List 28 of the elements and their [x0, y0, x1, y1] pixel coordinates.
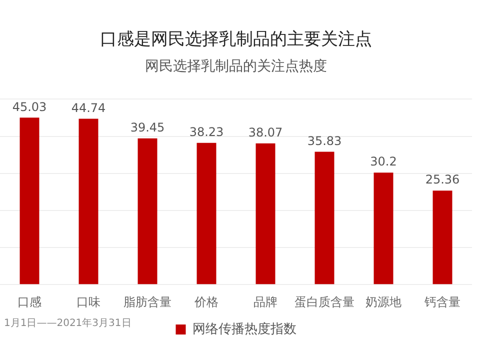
- bar: [20, 118, 40, 284]
- x-tick-label: 脂肪含量: [124, 294, 172, 309]
- data-label: 35.83: [307, 134, 342, 148]
- data-label: 25.36: [425, 172, 460, 187]
- x-tick-label: 蛋白质含量: [294, 294, 354, 309]
- x-tick-label: 钙含量: [424, 294, 460, 309]
- data-label: 39.45: [130, 120, 165, 134]
- bar: [374, 172, 394, 284]
- data-label: 44.74: [71, 100, 106, 115]
- chart-title: 口感是网民选择乳制品的主要关注点: [100, 30, 372, 50]
- x-tick-label: 口感: [18, 294, 42, 309]
- text: 1月1日——2021年3月31日: [4, 317, 132, 330]
- bar: [314, 152, 334, 284]
- data-label: 30.2: [370, 154, 397, 169]
- chart-subtitle: 网民选择乳制品的关注点热度: [145, 58, 327, 74]
- x-tick-label: 口味: [76, 294, 100, 309]
- x-tick-label: 价格: [194, 294, 218, 309]
- bar: [432, 190, 452, 284]
- bar: [256, 143, 276, 284]
- bar: [196, 142, 216, 284]
- x-tick-label: 品牌: [254, 294, 278, 309]
- legend-label: 网络传播热度指数: [192, 320, 296, 337]
- data-label: 38.07: [248, 126, 283, 140]
- data-label: 38.23: [189, 124, 224, 139]
- bar: [138, 138, 158, 284]
- x-tick-label: 奶源地: [366, 294, 402, 309]
- data-label: 45.03: [12, 100, 47, 114]
- bar: [78, 118, 98, 284]
